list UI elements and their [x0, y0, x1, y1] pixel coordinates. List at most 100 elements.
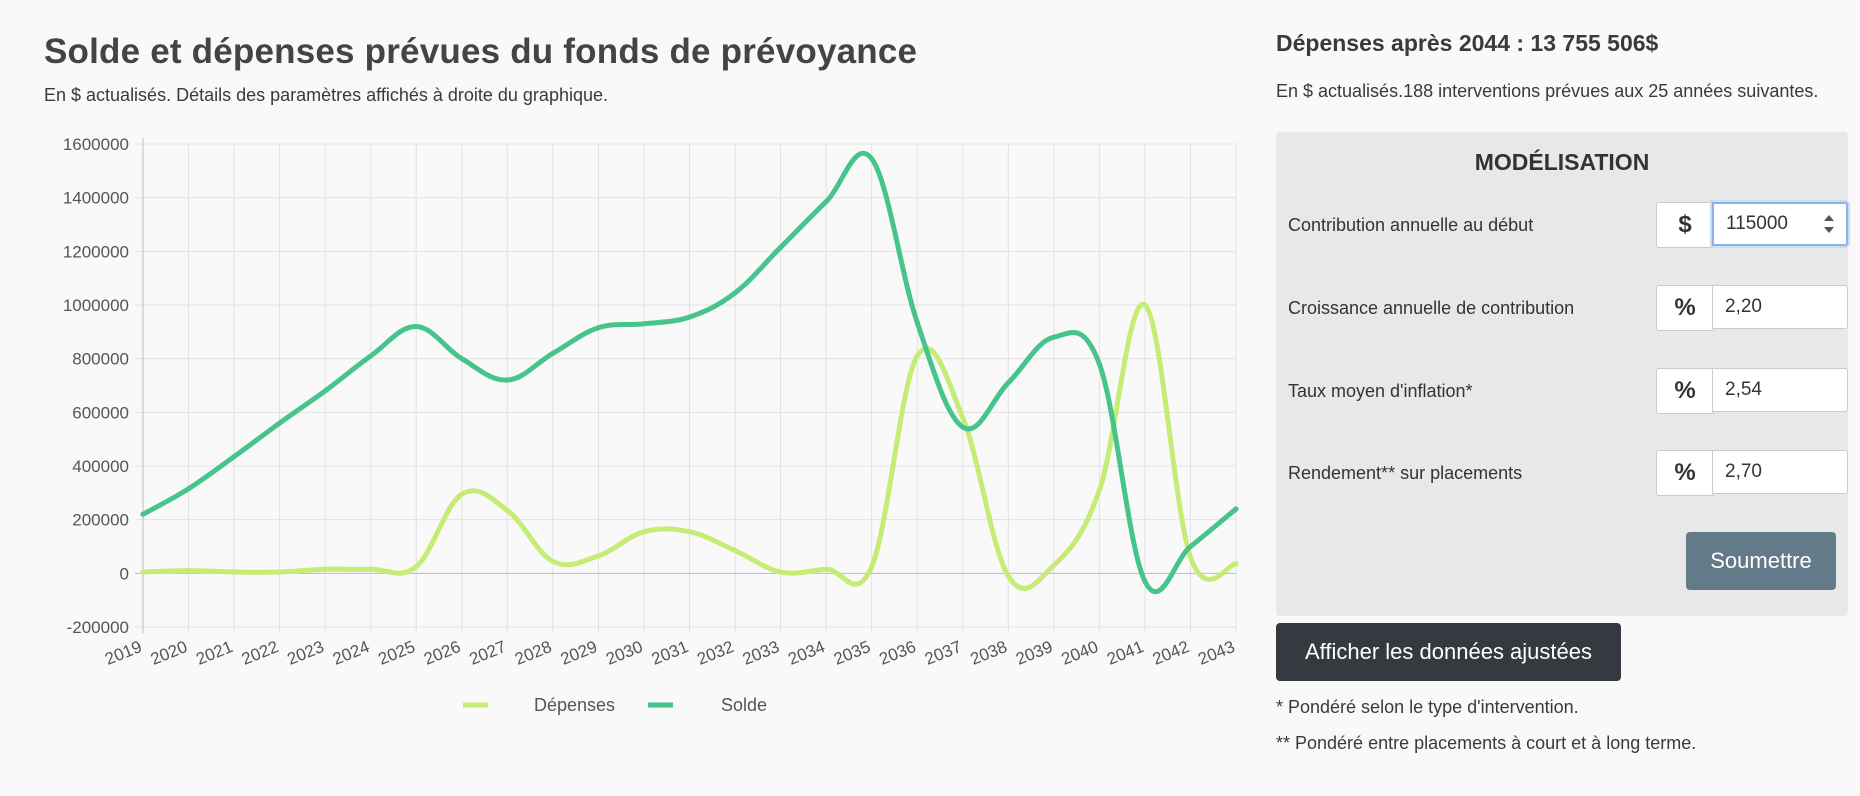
data-point-depenses: [914, 353, 920, 359]
modeling-panel: MODÉLISATION Contribution annuelle au dé…: [1276, 132, 1848, 616]
data-point-depenses: [1051, 562, 1057, 568]
y-tick-label: 0: [120, 564, 129, 583]
post-2044-expenses-subtitle: En $ actualisés.188 interventions prévue…: [1276, 81, 1819, 101]
x-tick-label: 2042: [1150, 637, 1192, 669]
data-point-depenses: [186, 568, 192, 574]
data-point-solde: [823, 199, 829, 205]
x-tick-label: 2028: [512, 637, 554, 669]
data-point-solde: [277, 420, 283, 426]
data-point-depenses: [960, 415, 966, 421]
modeling-sidebar: Dépenses après 2044 : 13 755 506$ En $ a…: [1276, 0, 1848, 796]
data-point-solde: [504, 377, 510, 383]
data-point-depenses: [1142, 302, 1148, 308]
data-point-depenses: [595, 553, 601, 559]
y-tick-label: 600000: [72, 403, 129, 422]
chart-subtitle: En $ actualisés. Détails des paramètres …: [44, 85, 608, 105]
series-line-depenses: [140, 302, 1239, 591]
data-point-solde: [140, 511, 146, 517]
data-point-depenses: [550, 558, 556, 564]
data-point-depenses: [1233, 561, 1239, 567]
y-tick-label: -200000: [67, 618, 129, 637]
growth-row: Croissance annuelle de contribution % 2,…: [1288, 285, 1848, 331]
data-point-solde: [1233, 506, 1239, 512]
submit-button[interactable]: Soumettre: [1686, 532, 1836, 590]
data-point-depenses: [1187, 554, 1193, 560]
data-point-solde: [1005, 380, 1011, 386]
footnote-intervention: * Pondéré selon le type d'intervention.: [1276, 697, 1579, 717]
return-input[interactable]: 2,70: [1712, 450, 1848, 494]
x-tick-label: 2029: [558, 637, 600, 669]
x-tick-label: 2026: [421, 637, 463, 669]
x-tick-label: 2022: [239, 637, 281, 669]
x-tick-label: 2023: [284, 637, 326, 669]
x-tick-label: 2035: [831, 637, 873, 669]
x-tick-label: 2033: [740, 637, 782, 669]
percent-unit: %: [1656, 450, 1714, 496]
data-point-solde: [914, 319, 920, 325]
data-point-solde: [869, 156, 875, 162]
data-point-solde: [1142, 578, 1148, 584]
inflation-label: Taux moyen d'inflation*: [1288, 381, 1473, 401]
y-tick-label: 800000: [72, 350, 129, 369]
x-tick-label: 2019: [102, 637, 144, 669]
data-point-solde: [186, 486, 192, 492]
data-point-depenses: [231, 569, 237, 575]
inflation-input[interactable]: 2,54: [1712, 368, 1848, 412]
data-point-solde: [1096, 361, 1102, 367]
data-point-solde: [231, 454, 237, 460]
data-point-depenses: [413, 564, 419, 570]
y-tick-label: 1400000: [63, 189, 129, 208]
data-point-solde: [732, 290, 738, 296]
y-tick-label: 200000: [72, 511, 129, 530]
x-tick-label: 2032: [694, 637, 736, 669]
data-point-solde: [641, 321, 647, 327]
data-point-depenses: [641, 529, 647, 535]
data-point-depenses: [140, 569, 146, 575]
return-row: Rendement** sur placements % 2,70: [1288, 450, 1848, 496]
data-point-solde: [550, 350, 556, 356]
x-tick-label: 2021: [193, 637, 235, 669]
x-tick-label: 2024: [330, 637, 372, 669]
show-adjusted-data-button[interactable]: Afficher les données ajustées: [1276, 623, 1621, 681]
data-point-depenses: [459, 491, 465, 497]
data-point-solde: [595, 325, 601, 331]
y-tick-label: 1000000: [63, 296, 129, 315]
return-label: Rendement** sur placements: [1288, 463, 1523, 483]
data-point-depenses: [687, 529, 692, 535]
growth-label: Croissance annuelle de contribution: [1288, 298, 1575, 318]
data-point-solde: [687, 314, 692, 320]
growth-input[interactable]: 2,20: [1712, 285, 1848, 329]
y-tick-label: 1200000: [63, 242, 129, 261]
data-point-solde: [368, 353, 374, 359]
legend-label-depenses: Dépenses: [534, 695, 615, 715]
x-tick-label: 2037: [922, 637, 964, 669]
x-tick-label: 2039: [1013, 637, 1055, 669]
data-point-solde: [1187, 544, 1193, 549]
y-tick-label: 400000: [72, 457, 129, 476]
data-point-solde: [413, 323, 419, 329]
data-point-solde: [459, 356, 465, 362]
contribution-input[interactable]: 115000: [1712, 202, 1848, 246]
data-point-depenses: [277, 569, 283, 575]
percent-unit: %: [1656, 285, 1714, 331]
number-spinner-icon[interactable]: [1822, 211, 1836, 237]
x-tick-label: 2020: [148, 637, 190, 669]
data-point-depenses: [368, 566, 374, 572]
data-point-depenses: [1005, 573, 1011, 579]
data-point-depenses: [1096, 487, 1102, 493]
x-tick-label: 2043: [1195, 637, 1237, 669]
data-point-solde: [960, 424, 966, 430]
legend-label-solde: Solde: [721, 695, 767, 715]
contribution-value: 115000: [1726, 213, 1788, 234]
footnote-investments: ** Pondéré entre placements à court et à…: [1276, 733, 1697, 753]
percent-unit: %: [1656, 368, 1714, 414]
x-tick-label: 2038: [968, 637, 1010, 669]
data-point-solde: [322, 388, 328, 394]
contribution-row: Contribution annuelle au début $ 115000: [1288, 202, 1848, 248]
x-tick-label: 2025: [376, 637, 418, 669]
x-tick-label: 2041: [1104, 637, 1146, 669]
x-tick-label: 2036: [877, 637, 919, 669]
inflation-row: Taux moyen d'inflation* % 2,54: [1288, 368, 1848, 414]
contribution-label: Contribution annuelle au début: [1288, 215, 1534, 235]
x-tick-label: 2031: [649, 637, 691, 669]
